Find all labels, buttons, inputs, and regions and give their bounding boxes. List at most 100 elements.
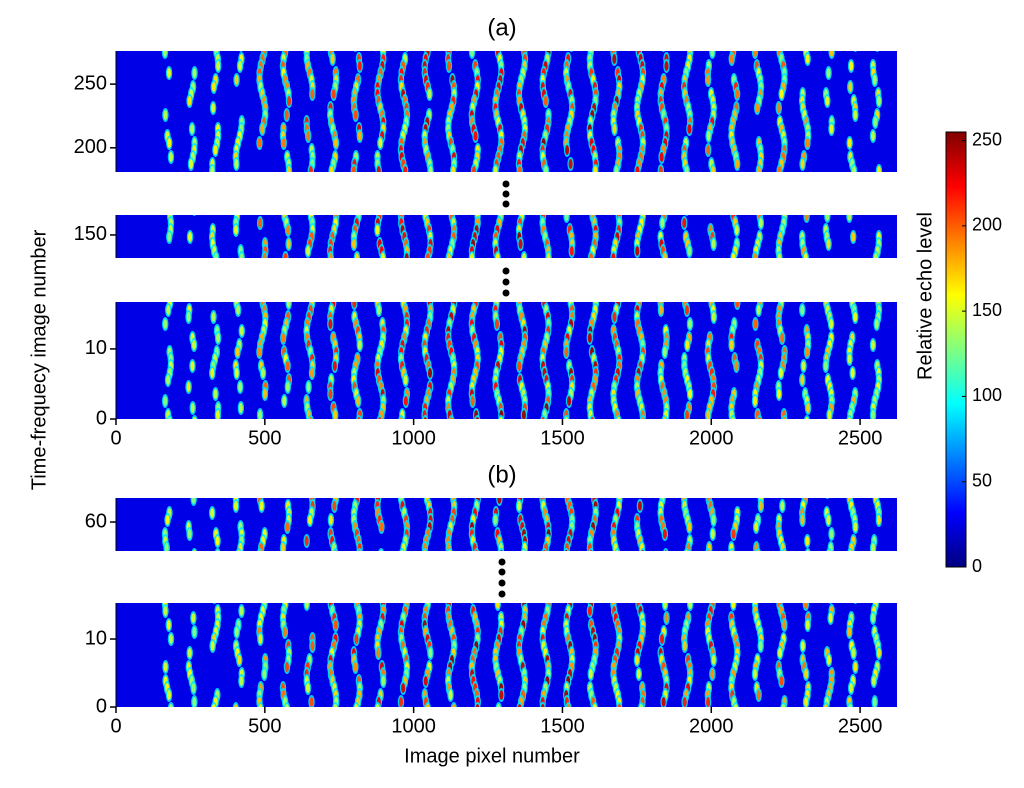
echo-blob [258,410,262,420]
echo-blob [802,361,806,371]
echo-blob [757,166,761,176]
x-tick-label: 0 [110,427,121,449]
echo-blob [287,166,291,176]
echo-blob [380,592,384,602]
echo-blob [211,103,215,113]
echo-blob [757,305,761,315]
echo-blob [729,543,733,553]
echo-blob [779,676,783,686]
echo-blob [399,289,405,303]
echo-blob [685,550,689,560]
echo-blob [358,131,362,141]
echo-blob [166,305,170,315]
echo-blob [565,487,569,497]
echo-blob [848,704,852,714]
echo-blob [493,590,499,604]
echo-blob [616,289,622,303]
echo-blob [451,166,455,176]
echo-blob [564,417,568,427]
echo-blob [495,319,499,329]
echo-blob [284,289,290,303]
echo-blob [423,204,427,214]
echo-blob [660,590,666,604]
echo-blob [306,202,312,216]
panel-title: (b) [487,461,516,488]
echo-blob [283,627,287,637]
echo-blob [517,361,521,371]
echo-blob [800,305,804,315]
echo-blob [262,669,266,679]
echo-blob [635,246,639,256]
echo-blob [823,289,829,303]
echo-blob [706,145,710,155]
echo-blob [332,89,336,99]
echo-blob [829,613,833,623]
echo-blob [236,305,240,315]
echo-blob [234,159,238,169]
echo-blob [661,485,667,499]
echo-blob [306,683,310,693]
echo-blob [853,662,857,672]
echo-blob [353,40,357,50]
echo-blob [707,543,711,553]
echo-blob [306,131,310,141]
echo-blob [570,246,574,256]
echo-blob [830,529,834,539]
echo-blob [234,225,238,235]
echo-blob [334,550,338,560]
echo-blob [685,166,689,176]
echo-blob [353,662,357,672]
echo-blob [210,508,214,518]
echo-blob [706,550,710,560]
echo-blob [447,543,451,553]
echo-blob [849,61,853,71]
echo-blob [614,543,618,553]
echo-blob [755,103,759,113]
echo-blob [663,599,667,609]
echo-blob [706,697,710,707]
echo-blob [547,253,551,263]
echo-blob [875,319,879,329]
echo-blob [428,89,432,99]
echo-blob [592,289,598,303]
echo-blob [189,159,193,169]
echo-blob [871,613,875,623]
echo-blob [733,40,737,50]
echo-blob [166,515,170,525]
echo-blob [400,550,404,560]
echo-blob [612,124,616,134]
echo-blob [759,218,763,228]
echo-blob [871,340,875,350]
echo-blob [872,676,876,686]
echo-blob [801,641,805,651]
echo-blob [328,592,332,602]
echo-blob [327,590,333,604]
echo-blob [495,289,501,303]
echo-blob [423,550,427,560]
echo-blob [352,298,356,308]
echo-blob [332,289,338,303]
echo-blob [779,368,783,378]
echo-blob [210,368,214,378]
echo-blob [731,253,735,263]
echo-blob [635,40,639,50]
echo-blob [712,592,716,602]
echo-blob [688,319,692,329]
echo-blob [376,648,380,658]
echo-blob [286,225,290,235]
echo-blob [565,145,569,155]
echo-blob [470,253,474,263]
echo-blob [687,124,691,134]
echo-blob [451,289,457,303]
echo-blob [826,515,830,525]
echo-blob [731,599,735,609]
echo-blob [753,47,757,57]
x-tick-label: 500 [248,715,281,737]
echo-blob [612,54,616,64]
echo-blob [493,515,497,525]
echo-blob [540,289,546,303]
y-tick-label: 0 [96,695,107,717]
echo-blob [662,697,666,707]
echo-blob [306,246,310,256]
echo-blob [829,40,833,50]
